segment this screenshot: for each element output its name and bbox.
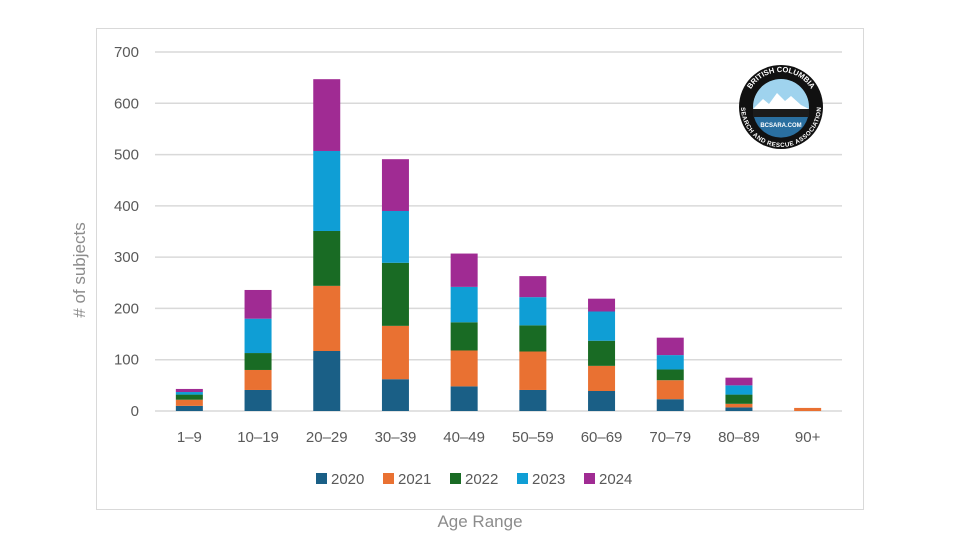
bar-segment-2021 (175, 399, 203, 406)
bar-segment-2024 (244, 289, 272, 319)
x-tick-labels: 1–9 10–19 20–29 30–39 40–49 50–59 60–69 70–79 80… (177, 429, 821, 446)
legend-swatch-2020 (316, 473, 327, 484)
bar-segment-2022 (175, 394, 203, 400)
x-tick-label: 10–19 (237, 429, 279, 446)
bar-segment-2024 (656, 337, 684, 356)
bar-segment-2024 (519, 276, 547, 298)
y-tick-label: 0 (131, 403, 139, 420)
bar-segment-2022 (725, 394, 753, 404)
legend-swatch-2024 (584, 473, 595, 484)
bar-segment-2020 (450, 386, 478, 411)
y-tick-labels: 0 100 200 300 400 500 600 700 (114, 44, 139, 420)
bar-segment-2023 (725, 385, 753, 395)
bar-segment-2023 (656, 355, 684, 370)
x-tick-label: 30–39 (375, 429, 417, 446)
legend-swatch-2023 (517, 473, 528, 484)
bar-segment-2020 (656, 399, 684, 411)
x-tick-label: 60–69 (581, 429, 623, 446)
bcsara-logo: BCSARA.COM BRITISH COLUMBIA SEARCH AND R… (739, 65, 823, 149)
bar-segment-2024 (175, 388, 203, 393)
bar-segment-2021 (450, 350, 478, 387)
bar-segment-2022 (313, 230, 341, 286)
bar-segment-2024 (450, 253, 478, 287)
y-axis-title: # of subjects (70, 222, 89, 318)
bar-segment-2024 (725, 377, 753, 386)
mountains-icon (753, 93, 809, 109)
x-tick-label: 80–89 (718, 429, 760, 446)
x-axis-title: Age Range (437, 512, 523, 531)
bar-segment-2024 (313, 79, 341, 151)
legend-swatch-2021 (383, 473, 394, 484)
bar-segment-2024 (381, 159, 409, 211)
legend-label: 2020 (331, 471, 364, 488)
bar-segment-2021 (313, 285, 341, 351)
legend-swatch-2022 (450, 473, 461, 484)
trees (753, 109, 809, 117)
bar-segment-2022 (656, 369, 684, 381)
x-tick-label: 1–9 (177, 429, 202, 446)
bar-segment-2020 (725, 407, 753, 411)
bar-segment-2021 (656, 380, 684, 400)
bar-segment-2022 (381, 262, 409, 326)
bar-segment-2020 (313, 350, 341, 411)
bar-segment-2023 (175, 392, 203, 395)
bar-segment-2023 (450, 286, 478, 323)
x-tick-label: 50–59 (512, 429, 554, 446)
bar-segment-2020 (244, 389, 272, 411)
bar-segment-2022 (450, 322, 478, 351)
bar-segment-2021 (519, 351, 547, 390)
y-tick-label: 300 (114, 249, 139, 266)
legend: 2020 2021 2022 2023 2024 (316, 471, 632, 488)
bar-segment-2022 (588, 340, 616, 366)
y-tick-label: 400 (114, 198, 139, 215)
bar-segment-2021 (588, 365, 616, 391)
y-tick-label: 100 (114, 352, 139, 369)
y-tick-label: 700 (114, 44, 139, 61)
x-tick-label: 90+ (795, 429, 821, 446)
svg-text:BCSARA.COM: BCSARA.COM (760, 123, 801, 129)
bar-segment-2022 (244, 353, 272, 370)
chart-frame (96, 28, 864, 510)
bar-segment-2020 (588, 390, 616, 411)
bar-segment-2023 (588, 311, 616, 341)
bar-segment-2023 (381, 210, 409, 263)
bar-segment-2023 (244, 318, 272, 354)
bar-segment-2020 (381, 379, 409, 411)
y-tick-label: 500 (114, 147, 139, 164)
bar-segment-2024 (588, 298, 616, 312)
legend-label: 2021 (398, 471, 431, 488)
bar-segment-2021 (725, 403, 753, 408)
y-tick-label: 600 (114, 95, 139, 112)
bar-segment-2021 (381, 325, 409, 380)
bar-segment-2020 (175, 405, 203, 411)
bars (175, 79, 822, 411)
bar-segment-2020 (519, 389, 547, 411)
bar-segment-2021 (244, 369, 272, 390)
x-tick-label: 40–49 (443, 429, 485, 446)
legend-label: 2022 (465, 471, 498, 488)
x-tick-label: 70–79 (649, 429, 691, 446)
bar-segment-2023 (519, 297, 547, 326)
y-tick-label: 200 (114, 300, 139, 317)
x-tick-label: 20–29 (306, 429, 348, 446)
bar-segment-2022 (519, 325, 547, 352)
bar-segment-2023 (313, 150, 341, 231)
legend-label: 2023 (532, 471, 565, 488)
bar-segment-2021 (794, 407, 822, 411)
legend-label: 2024 (599, 471, 632, 488)
